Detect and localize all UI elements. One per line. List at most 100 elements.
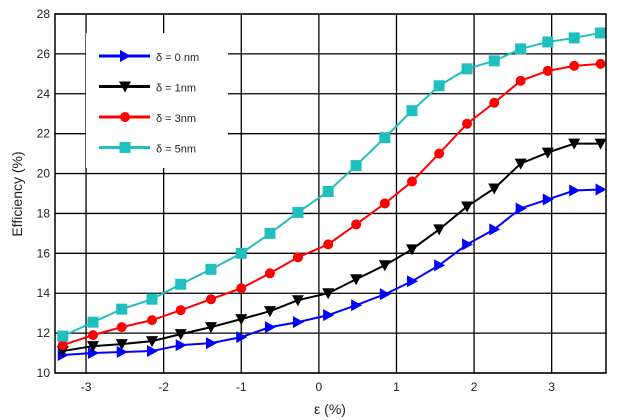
circle-marker [175, 305, 186, 316]
series-2 [57, 58, 606, 351]
circle-marker [489, 97, 500, 108]
triangle-right-marker [175, 339, 187, 352]
triangle-down-marker [514, 158, 527, 170]
y-tick-label: 16 [37, 246, 51, 260]
y-tick-label: 14 [37, 286, 51, 300]
triangle-down-marker [87, 341, 100, 353]
triangle-right-marker [116, 346, 128, 359]
triangle-down-marker [174, 329, 187, 341]
circle-marker [116, 322, 127, 333]
square-marker [568, 32, 580, 44]
series-group [56, 27, 607, 362]
triangle-right-marker [434, 259, 446, 272]
legend-label: δ = 5nm [156, 144, 196, 156]
triangle-down-marker [322, 288, 335, 300]
square-marker [235, 247, 247, 259]
x-tick-label: 1 [393, 380, 400, 394]
triangle-right-marker [351, 299, 363, 312]
circle-marker [351, 219, 362, 230]
triangle-down-marker [594, 138, 607, 150]
legend-label: δ = 1nm [156, 83, 196, 95]
triangle-down-marker [235, 314, 248, 326]
triangle-right-marker [569, 184, 581, 197]
triangle-down-marker [541, 147, 554, 159]
plot-frame [54, 13, 607, 374]
circle-marker [379, 198, 390, 209]
x-tick-label: -1 [236, 380, 247, 394]
series-line [62, 188, 601, 357]
square-marker [119, 142, 131, 153]
triangle-right-marker [489, 223, 501, 236]
series-0 [57, 183, 607, 362]
triangle-down-marker [433, 224, 446, 236]
square-marker [322, 186, 334, 198]
circle-marker [88, 330, 99, 341]
circle-marker [515, 75, 526, 86]
legend: δ = 0 nm δ = 1nm δ = 3nm δ = 5nm [86, 33, 228, 168]
x-tick-label: -2 [158, 380, 169, 394]
circle-marker [542, 65, 553, 76]
square-marker [515, 43, 527, 55]
triangle-right-marker [264, 321, 276, 334]
triangle-down-marker [204, 322, 217, 334]
legend-label: δ = 3nm [156, 113, 196, 125]
triangle-right-marker [292, 316, 304, 329]
circle-marker [147, 315, 158, 326]
circle-marker [406, 176, 417, 187]
series-3 [57, 27, 607, 342]
circle-marker [292, 252, 303, 263]
y-tick-label: 18 [37, 206, 51, 220]
triangle-right-marker [406, 275, 418, 288]
x-tick-label: -3 [81, 380, 92, 394]
circle-marker [434, 148, 445, 159]
triangle-right-marker [542, 193, 554, 206]
triangle-right-marker [323, 309, 335, 322]
series-line [62, 142, 601, 353]
x-axis-label: ε (%) [314, 401, 346, 417]
triangle-right-marker [236, 331, 248, 344]
circle-marker [569, 60, 580, 71]
triangle-down-marker [350, 274, 363, 286]
circle-marker [236, 283, 247, 294]
triangle-down-marker [115, 339, 128, 351]
triangle-right-marker [88, 347, 100, 360]
square-marker [87, 316, 99, 328]
x-tick-label: 3 [548, 380, 555, 394]
square-marker [116, 303, 128, 315]
x-tick-label: 2 [471, 380, 478, 394]
square-marker [146, 293, 158, 305]
square-marker [542, 36, 554, 48]
y-tick-label: 22 [37, 127, 51, 141]
x-tick-label: 0 [316, 380, 323, 394]
triangle-down-marker [263, 306, 276, 318]
triangle-right-marker [120, 50, 131, 62]
series-1 [56, 138, 607, 358]
circle-marker [120, 112, 130, 122]
triangle-down-marker [119, 81, 131, 93]
legend-label: δ = 0 nm [156, 52, 199, 64]
triangle-right-marker [379, 288, 391, 301]
circle-marker [595, 58, 606, 69]
triangle-right-marker [147, 345, 159, 358]
square-marker [461, 63, 473, 75]
square-marker [292, 206, 304, 218]
y-tick-label: 12 [37, 326, 51, 340]
square-marker [264, 227, 276, 239]
square-marker [595, 27, 607, 39]
square-marker [350, 160, 362, 172]
square-marker [433, 80, 445, 92]
triangle-right-marker [595, 183, 607, 196]
square-marker [57, 330, 69, 342]
triangle-right-marker [205, 337, 217, 350]
triangle-down-marker [405, 244, 418, 256]
y-tick-label: 28 [37, 7, 51, 21]
triangle-down-marker [291, 295, 304, 307]
square-marker [488, 55, 500, 67]
triangle-down-marker [488, 183, 501, 195]
triangle-right-marker [515, 202, 527, 215]
circle-marker [205, 294, 216, 305]
triangle-down-marker [461, 201, 474, 213]
square-marker [205, 263, 217, 275]
